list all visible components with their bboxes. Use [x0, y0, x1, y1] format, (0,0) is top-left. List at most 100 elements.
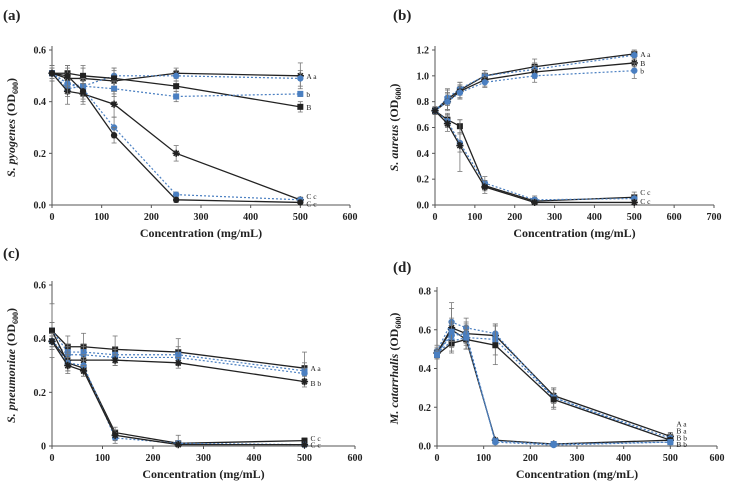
y-label-close: ): [387, 313, 401, 317]
annotation-label: B b: [676, 440, 687, 449]
x-tick-label: 500: [297, 453, 312, 464]
data-point: [297, 199, 304, 206]
y-label-species: S. aureus: [387, 124, 401, 171]
series-1: [433, 308, 674, 441]
series-line: [434, 54, 635, 112]
x-tick-label: 100: [467, 212, 482, 223]
y-label-species: S. pyogenes: [4, 119, 18, 177]
data-point: [64, 361, 72, 370]
data-point: [300, 441, 309, 449]
annotation-label: B: [640, 59, 645, 68]
annotation-label: C c: [311, 434, 322, 443]
data-point: [111, 356, 119, 364]
data-point: [172, 196, 180, 204]
series-line: [434, 110, 635, 202]
data-point: [631, 51, 638, 59]
y-axis-label: S. pneumoniae (OD600): [4, 308, 20, 423]
series-line: [51, 72, 301, 87]
series-line: [434, 110, 635, 201]
data-point: [301, 437, 308, 444]
data-point: [481, 79, 489, 86]
data-point: [111, 75, 118, 82]
data-point: [79, 88, 87, 95]
data-point: [492, 342, 499, 349]
series-line: [51, 72, 301, 98]
data-point: [111, 85, 118, 92]
panel-label: (a): [3, 8, 21, 24]
series-line: [436, 332, 671, 446]
series-line: [436, 330, 671, 445]
data-point: [297, 90, 304, 97]
y-tick-label: 0.2: [419, 403, 432, 414]
y-tick-label: 1.2: [417, 46, 430, 57]
data-point: [48, 337, 56, 345]
x-tick-label: 500: [627, 212, 642, 223]
y-tick-label: 0.8: [417, 97, 430, 108]
data-point: [48, 70, 56, 77]
data-point: [434, 351, 440, 358]
series-7: [431, 106, 638, 207]
data-point: [630, 198, 638, 207]
chart-panel-2: (b) 0 100 200 300 400 500 600 700 0.0 0.2 0.4 0.6 0.8…: [387, 8, 722, 240]
x-tick-label: 500: [663, 453, 678, 464]
data-point: [463, 334, 470, 341]
series-6: [433, 323, 674, 449]
y-label-od: (OD: [387, 328, 401, 353]
x-tick-label: 600: [343, 212, 358, 223]
series-4: [434, 325, 674, 444]
data-point: [79, 367, 88, 375]
annotation-label: b: [640, 67, 644, 76]
data-point: [297, 75, 304, 82]
y-tick-label: 0.0: [419, 442, 432, 453]
annotation-label: B b: [676, 433, 687, 442]
annotation-label: B: [306, 103, 311, 112]
y-tick-label: 0.0: [417, 201, 430, 212]
panel-label: (b): [393, 8, 411, 24]
x-tick-label: 600: [667, 212, 682, 223]
y-tick-label: 0.4: [34, 97, 47, 108]
y-label-sub: 600: [394, 88, 403, 100]
y-label-sub: 600: [11, 82, 20, 94]
x-tick-label: 500: [293, 212, 308, 223]
y-label-close: ): [4, 78, 18, 82]
chart-panel-4: (d) 0 100 200 300 400 500 600 0.0 0.2 0.4 0.6 0.8 Con…: [387, 260, 725, 481]
y-label-sub: 600: [11, 312, 20, 324]
data-point: [111, 431, 119, 439]
annotation-label: A a: [640, 50, 651, 59]
annotation-label: C c: [306, 192, 317, 201]
data-point: [492, 438, 499, 445]
data-point: [550, 396, 557, 403]
annotation-label: C c: [311, 441, 322, 450]
y-label-sub: 600: [394, 317, 403, 329]
y-tick-label: 0.8: [419, 287, 432, 298]
data-point: [443, 120, 452, 128]
y-tick-label: 0.6: [417, 123, 430, 134]
x-tick-label: 600: [710, 453, 725, 464]
series-7: [434, 321, 674, 448]
data-point: [531, 198, 539, 207]
panel-label: (c): [3, 246, 20, 262]
series-6: [431, 106, 638, 205]
x-tick-label: 100: [476, 453, 491, 464]
data-point: [456, 89, 464, 96]
x-tick-label: 700: [707, 212, 722, 223]
data-point: [80, 72, 87, 79]
y-tick-label: 0.4: [417, 149, 430, 160]
y-tick-label: 0.6: [34, 46, 47, 57]
data-point: [172, 191, 180, 198]
annotation-label: C c: [640, 197, 651, 206]
data-point: [110, 100, 118, 108]
data-point: [444, 98, 451, 105]
y-axis-label: M. catarrhalis (OD600): [387, 313, 403, 426]
series-5: [432, 106, 638, 206]
data-point: [174, 441, 182, 449]
y-label-close: ): [4, 308, 18, 312]
y-label-od: (OD: [4, 94, 18, 119]
y-axis-label: S. pyogenes (OD600): [4, 78, 20, 177]
y-tick-label: 0.2: [34, 149, 47, 160]
y-label-species: S. pneumoniae: [4, 348, 18, 423]
y-axis-label: S. aureus (OD600): [387, 84, 403, 172]
data-point: [456, 141, 464, 150]
data-point: [172, 72, 180, 80]
